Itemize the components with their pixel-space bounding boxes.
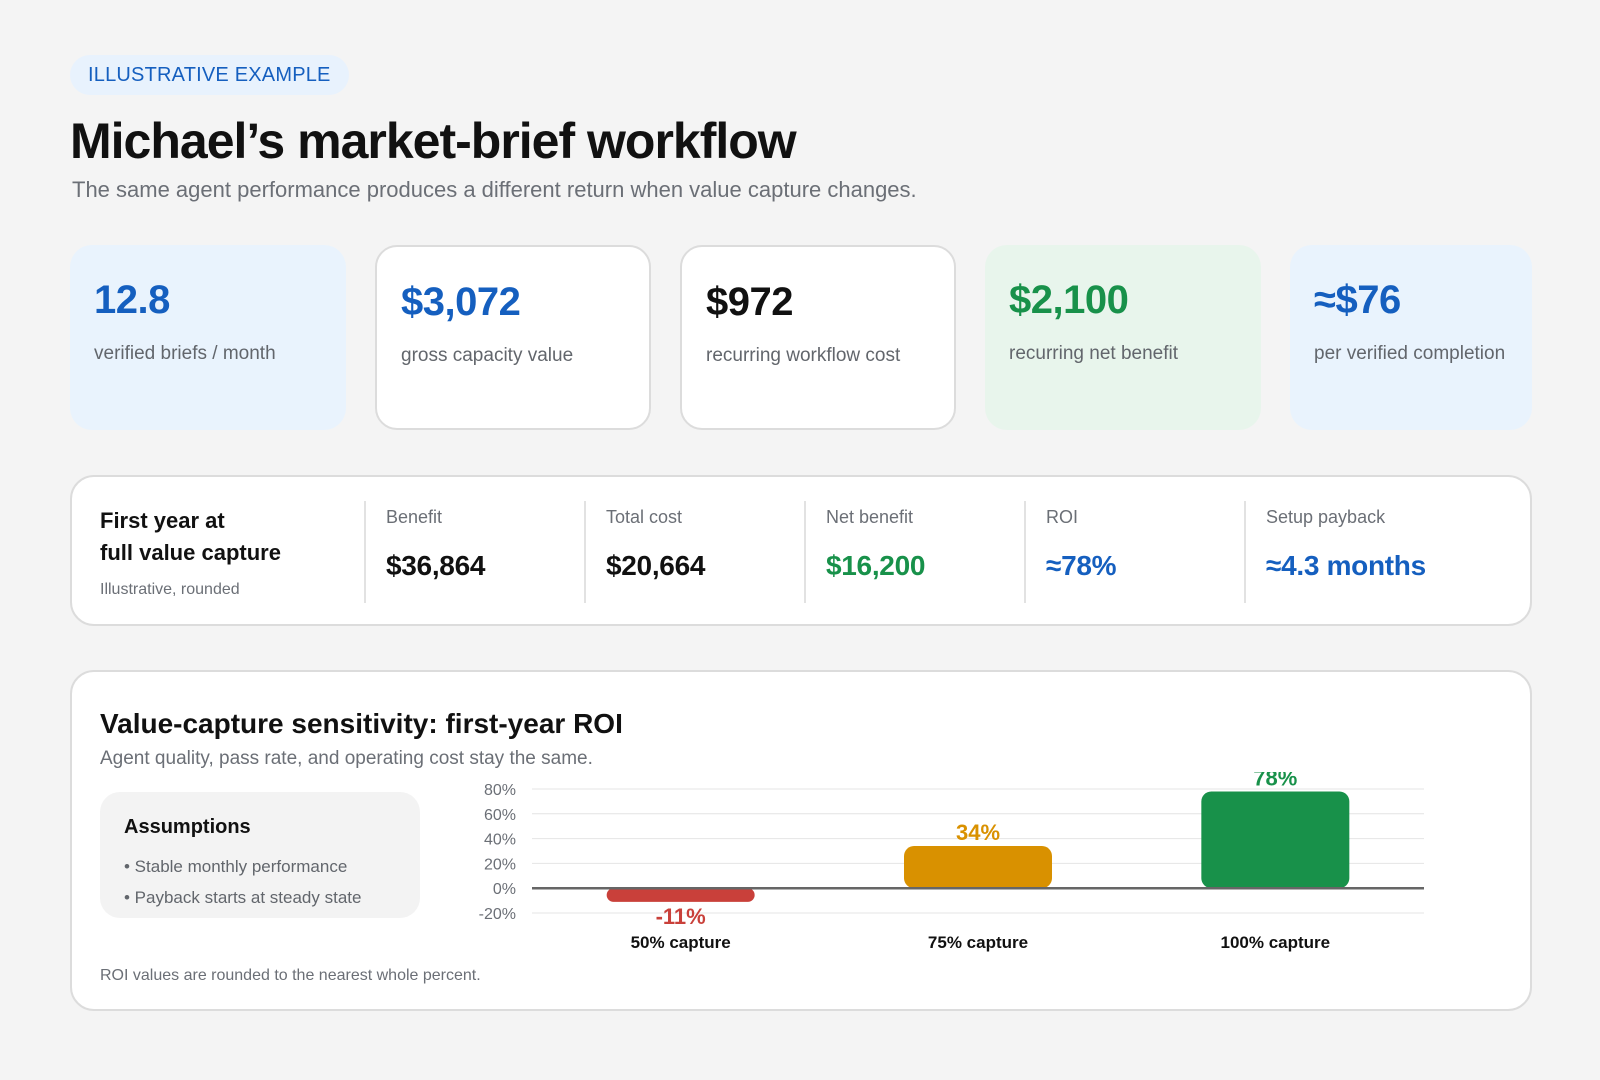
page-title: Michael’s market-brief workflow bbox=[70, 113, 797, 169]
bar-50-capture bbox=[606, 888, 755, 902]
y-tick-label: 40% bbox=[484, 832, 516, 849]
y-tick-label: 0% bbox=[493, 881, 516, 898]
illustrative-badge: ILLUSTRATIVE EXAMPLE bbox=[70, 55, 349, 95]
metric-label: ROI bbox=[1046, 507, 1079, 527]
metric-net-benefit: Net benefit $16,200 bbox=[804, 501, 1024, 603]
kpi-value: $2,100 bbox=[1009, 278, 1129, 322]
kpi-label: recurring net benefit bbox=[1009, 343, 1178, 364]
chart-subtitle: Agent quality, pass rate, and operating … bbox=[100, 748, 593, 769]
bar-value-label: 34% bbox=[956, 820, 1000, 845]
metric-value: ≈78% bbox=[1046, 550, 1117, 581]
kpi-label: recurring workflow cost bbox=[706, 345, 901, 366]
kpi-value: $3,072 bbox=[401, 280, 521, 324]
page-subtitle: The same agent performance produces a di… bbox=[72, 177, 917, 202]
x-category-label: 100% capture bbox=[1221, 933, 1331, 952]
assumptions-list: • Stable monthly performance • Payback s… bbox=[124, 851, 396, 913]
y-tick-label: 60% bbox=[484, 807, 516, 824]
metric-label: Total cost bbox=[606, 507, 683, 527]
metric-benefit: Benefit $36,864 bbox=[364, 501, 584, 603]
first-year-title-line1: First year at bbox=[100, 508, 225, 533]
chart-title: Value-capture sensitivity: first-year RO… bbox=[100, 708, 623, 739]
kpi-value: $972 bbox=[706, 280, 793, 324]
metric-value: $20,664 bbox=[606, 550, 706, 581]
metric-label: Benefit bbox=[386, 507, 443, 527]
metric-total-cost: Total cost $20,664 bbox=[584, 501, 804, 603]
x-category-label: 50% capture bbox=[631, 933, 731, 952]
assumptions-box: Assumptions • Stable monthly performance… bbox=[100, 792, 420, 918]
metric-value: $16,200 bbox=[826, 550, 926, 581]
metric-roi: ROI ≈78% bbox=[1024, 501, 1244, 603]
assumption-item: • Payback starts at steady state bbox=[124, 888, 362, 907]
roi-bar-chart: 80% 60% 40% 20% 0% -20% -11% 50% capture 34% 75% … bbox=[479, 772, 1424, 952]
y-tick-label: -20% bbox=[479, 906, 516, 923]
kpi-card-gross-capacity: $3,072 gross capacity value bbox=[375, 245, 651, 430]
first-year-note: Illustrative, rounded bbox=[100, 581, 240, 598]
y-tick-label: 20% bbox=[484, 856, 516, 873]
bar-value-label: -11% bbox=[656, 904, 706, 929]
metric-label: Setup payback bbox=[1266, 507, 1386, 527]
y-tick-label: 80% bbox=[484, 782, 516, 799]
first-year-heading: First year at full value capture Illustr… bbox=[100, 505, 360, 599]
roi-footnote: ROI values are rounded to the nearest wh… bbox=[100, 967, 481, 984]
kpi-card-workflow-cost: $972 recurring workflow cost bbox=[680, 245, 956, 430]
kpi-card-net-benefit: $2,100 recurring net benefit bbox=[985, 245, 1261, 430]
x-category-label: 75% capture bbox=[928, 933, 1028, 952]
bar-100-capture bbox=[1201, 791, 1350, 889]
bar-75-capture bbox=[904, 846, 1052, 889]
kpi-value: 12.8 bbox=[94, 278, 170, 322]
first-year-summary-card: First year at full value capture Illustr… bbox=[70, 475, 1532, 626]
kpi-label: gross capacity value bbox=[401, 345, 574, 366]
assumption-item: • Stable monthly performance bbox=[124, 857, 348, 876]
sensitivity-chart-card: Value-capture sensitivity: first-year RO… bbox=[70, 670, 1532, 1011]
assumptions-title: Assumptions bbox=[124, 816, 251, 838]
kpi-row: 12.8 verified briefs / month $3,072 gros… bbox=[70, 245, 1532, 430]
kpi-card-per-completion: ≈$76 per verified completion bbox=[1290, 245, 1532, 430]
bar-value-label: 78% bbox=[1253, 772, 1297, 790]
metric-value: ≈4.3 months bbox=[1266, 550, 1426, 581]
kpi-value: ≈$76 bbox=[1314, 278, 1401, 322]
kpi-label: verified briefs / month bbox=[94, 343, 276, 364]
metric-value: $36,864 bbox=[386, 550, 486, 581]
metric-label: Net benefit bbox=[826, 507, 914, 527]
kpi-card-verified-briefs: 12.8 verified briefs / month bbox=[70, 245, 346, 430]
kpi-label: per verified completion bbox=[1314, 343, 1506, 364]
first-year-title-line2: full value capture bbox=[100, 540, 281, 565]
metric-setup-payback: Setup payback ≈4.3 months bbox=[1244, 501, 1504, 603]
